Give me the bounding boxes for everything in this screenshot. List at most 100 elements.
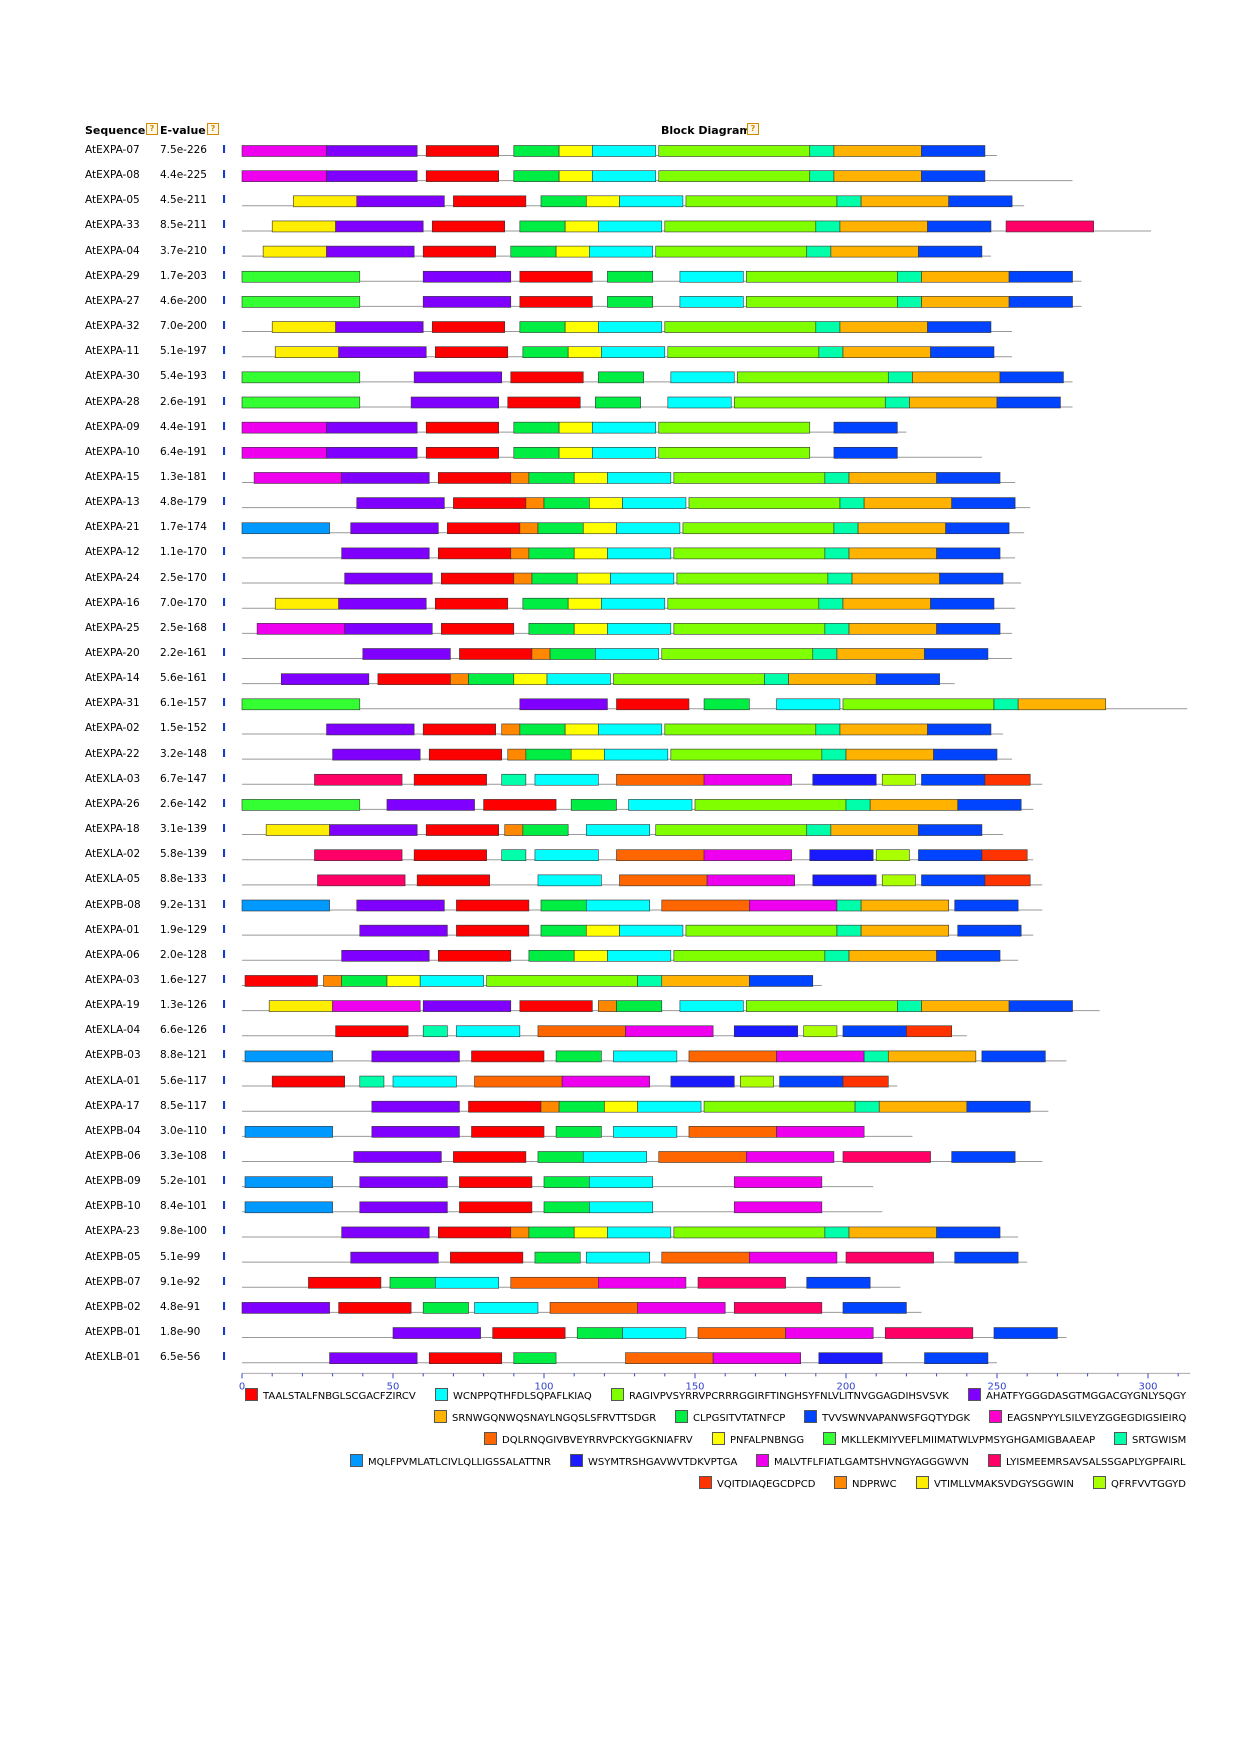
motif-block-m2[interactable] — [595, 648, 660, 660]
motif-block-m2[interactable] — [610, 572, 675, 585]
motif-block-m4[interactable] — [350, 1251, 439, 1264]
motif-block-m15[interactable] — [256, 623, 345, 635]
motif-block-m3[interactable] — [746, 1000, 898, 1012]
motif-block-m10[interactable] — [573, 547, 608, 560]
motif-block-m1[interactable] — [244, 975, 318, 987]
motif-block-m15[interactable] — [332, 1000, 421, 1012]
motif-block-m13[interactable] — [244, 1176, 333, 1188]
motif-block-m16[interactable] — [1005, 220, 1094, 233]
sequence-info-icon[interactable]: I — [222, 168, 227, 182]
motif-block-m20[interactable] — [739, 1075, 774, 1088]
motif-block-m15[interactable] — [749, 899, 838, 912]
motif-block-m3[interactable] — [667, 597, 820, 610]
motif-block-m6[interactable] — [703, 698, 750, 711]
motif-block-m7[interactable] — [1008, 296, 1073, 308]
motif-block-m6[interactable] — [537, 1151, 584, 1163]
motif-block-m7[interactable] — [957, 799, 1022, 811]
motif-block-m15[interactable] — [241, 145, 327, 157]
motif-block-m6[interactable] — [549, 648, 596, 660]
motif-block-m2[interactable] — [622, 1327, 687, 1339]
motif-block-m12[interactable] — [897, 270, 922, 283]
motif-block-m18[interactable] — [531, 648, 551, 660]
motif-block-m2[interactable] — [628, 799, 693, 811]
motif-block-m7[interactable] — [936, 949, 1001, 962]
motif-block-m9[interactable] — [688, 1126, 777, 1138]
motif-block-m3[interactable] — [673, 547, 826, 560]
motif-block-m7[interactable] — [921, 170, 986, 182]
motif-block-m19[interactable] — [265, 824, 330, 836]
motif-block-m3[interactable] — [670, 748, 823, 761]
motif-block-m5[interactable] — [857, 522, 946, 535]
motif-block-m5[interactable] — [1017, 698, 1107, 711]
motif-block-m10[interactable] — [558, 170, 593, 182]
motif-block-m7[interactable] — [1008, 1000, 1073, 1012]
motif-block-m1[interactable] — [492, 1327, 566, 1339]
motif-block-m2[interactable] — [679, 1000, 744, 1012]
sequence-info-icon[interactable]: I — [222, 1274, 227, 1288]
motif-block-m1[interactable] — [431, 321, 506, 333]
motif-block-m1[interactable] — [425, 170, 500, 182]
motif-block-m10[interactable] — [576, 572, 611, 585]
motif-block-m11[interactable] — [241, 799, 361, 811]
motif-block-m2[interactable] — [613, 1050, 678, 1063]
sequence-info-icon[interactable]: I — [222, 998, 227, 1012]
motif-block-m7[interactable] — [875, 673, 940, 685]
motif-block-m2[interactable] — [679, 296, 744, 308]
motif-block-m6[interactable] — [543, 497, 590, 509]
motif-block-m19[interactable] — [274, 346, 339, 359]
motif-block-m1[interactable] — [437, 1226, 512, 1239]
motif-block-m7[interactable] — [918, 824, 983, 836]
sequence-info-icon[interactable]: I — [222, 419, 227, 433]
sequence-info-icon[interactable]: I — [222, 721, 227, 735]
motif-block-m12[interactable] — [836, 924, 862, 937]
motif-block-m7[interactable] — [927, 321, 992, 333]
motif-block-m9[interactable] — [661, 1251, 750, 1264]
motif-block-m15[interactable] — [776, 1050, 865, 1063]
motif-block-m7[interactable] — [749, 975, 814, 987]
motif-block-m12[interactable] — [854, 1100, 880, 1113]
motif-block-m7[interactable] — [779, 1075, 844, 1088]
motif-block-m6[interactable] — [525, 748, 572, 761]
motif-block-m6[interactable] — [510, 245, 557, 258]
motif-block-m1[interactable] — [437, 472, 512, 484]
motif-block-m4[interactable] — [386, 799, 475, 811]
motif-block-m4[interactable] — [356, 497, 445, 509]
motif-block-m10[interactable] — [564, 723, 599, 736]
motif-block-m9[interactable] — [619, 874, 708, 887]
motif-block-m10[interactable] — [558, 446, 593, 459]
motif-block-m17[interactable] — [984, 874, 1031, 887]
sequence-info-icon[interactable]: I — [222, 671, 227, 685]
motif-block-m4[interactable] — [341, 949, 430, 962]
motif-block-m1[interactable] — [519, 296, 593, 308]
sequence-info-icon[interactable]: I — [222, 972, 227, 986]
motif-block-m1[interactable] — [413, 849, 487, 862]
motif-block-m12[interactable] — [993, 698, 1019, 711]
motif-block-m7[interactable] — [921, 874, 986, 887]
motif-block-m13[interactable] — [241, 899, 330, 912]
motif-block-m6[interactable] — [519, 321, 566, 333]
motif-block-m7[interactable] — [936, 623, 1001, 635]
motif-block-m5[interactable] — [860, 924, 949, 937]
motif-block-m3[interactable] — [486, 975, 638, 987]
motif-block-m2[interactable] — [607, 949, 672, 962]
motif-block-m2[interactable] — [601, 346, 666, 359]
motif-block-m9[interactable] — [697, 1327, 786, 1339]
help-icon-block-diagram[interactable]: ? — [747, 123, 759, 135]
motif-block-m4[interactable] — [341, 547, 430, 560]
sequence-info-icon[interactable]: I — [222, 796, 227, 810]
motif-block-m15[interactable] — [712, 1352, 801, 1364]
sequence-info-icon[interactable]: I — [222, 243, 227, 257]
motif-block-m1[interactable] — [271, 1075, 345, 1088]
motif-block-m13[interactable] — [244, 1050, 333, 1063]
motif-block-m18[interactable] — [513, 572, 533, 585]
motif-block-m16[interactable] — [314, 773, 403, 786]
motif-block-m5[interactable] — [921, 296, 1010, 308]
motif-block-m7[interactable] — [1008, 270, 1073, 283]
motif-block-m6[interactable] — [422, 1302, 469, 1314]
motif-block-m5[interactable] — [845, 748, 934, 761]
motif-block-m12[interactable] — [818, 597, 844, 610]
motif-block-m6[interactable] — [522, 824, 569, 836]
motif-block-m17[interactable] — [906, 1025, 953, 1038]
motif-block-m10[interactable] — [513, 673, 548, 685]
motif-block-m2[interactable] — [619, 924, 684, 937]
